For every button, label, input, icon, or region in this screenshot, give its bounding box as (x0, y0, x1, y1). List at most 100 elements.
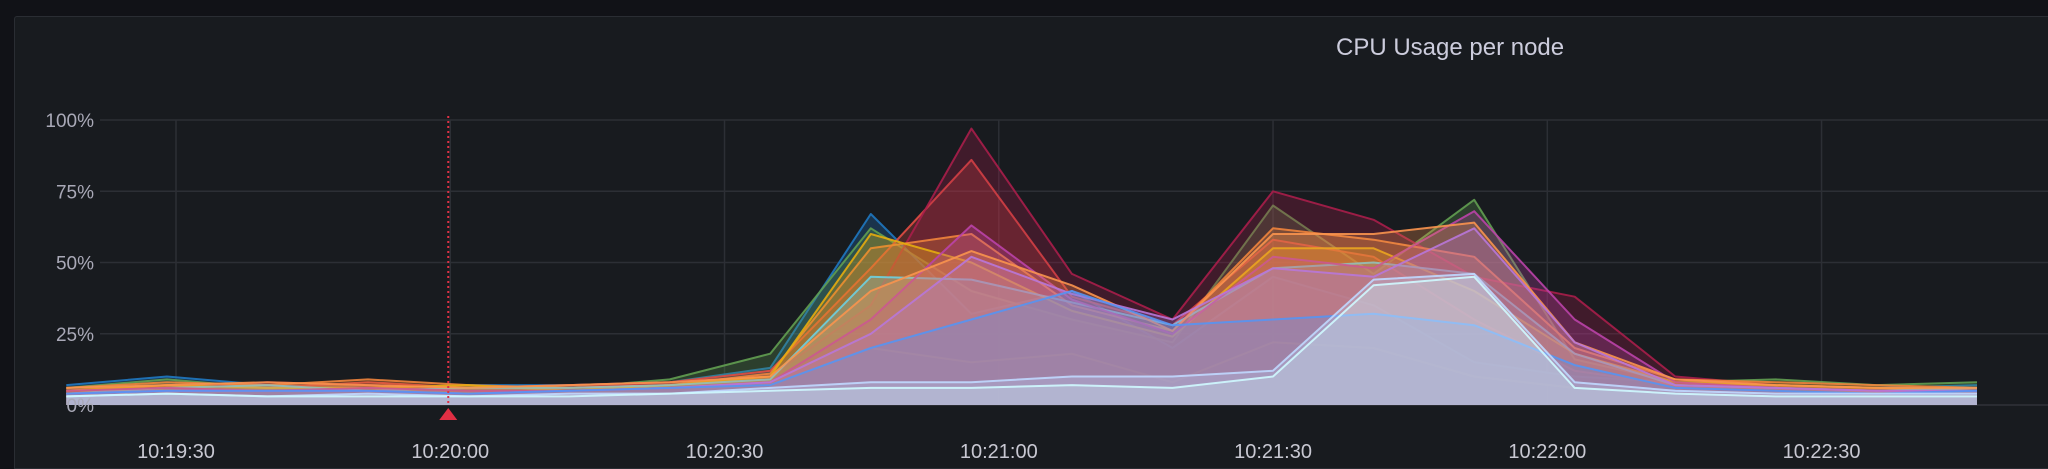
data-point[interactable] (1371, 232, 1376, 237)
data-point[interactable] (1371, 217, 1376, 222)
data-point[interactable] (1572, 340, 1577, 345)
data-point[interactable] (1069, 289, 1074, 294)
data-point[interactable] (265, 380, 270, 385)
data-point[interactable] (1572, 317, 1577, 322)
series-line-10[interactable] (66, 221, 1977, 389)
data-point[interactable] (1069, 374, 1074, 379)
data-point[interactable] (1170, 385, 1175, 390)
data-point[interactable] (1271, 266, 1276, 271)
data-point[interactable] (1874, 394, 1879, 399)
data-point[interactable] (1472, 209, 1477, 214)
y-tick-label: 25% (56, 325, 94, 346)
data-point[interactable] (1472, 226, 1477, 231)
data-point[interactable] (969, 126, 974, 131)
series-area-11 (66, 228, 1977, 405)
series-line-12[interactable] (66, 290, 1978, 395)
x-tick-label: 10:20:30 (686, 441, 764, 463)
data-point[interactable] (265, 388, 270, 393)
data-point[interactable] (164, 391, 169, 396)
data-point[interactable] (868, 212, 873, 217)
data-point[interactable] (366, 383, 371, 388)
y-tick-label: 50% (56, 254, 94, 275)
data-point[interactable] (1170, 323, 1175, 328)
data-point[interactable] (1572, 363, 1577, 368)
y-tick-label: 0% (67, 396, 95, 417)
data-point[interactable] (1572, 385, 1577, 390)
data-point[interactable] (868, 289, 873, 294)
data-point[interactable] (1371, 283, 1376, 288)
data-point[interactable] (1472, 220, 1477, 225)
data-point[interactable] (64, 385, 69, 390)
annotation-marker-icon[interactable] (439, 408, 458, 420)
x-tick-label: 10:19:30 (137, 441, 215, 463)
series-line-14[interactable] (66, 275, 1977, 398)
data-point[interactable] (768, 388, 773, 393)
series-line-4[interactable] (66, 158, 1978, 392)
y-tick-label: 100% (45, 111, 94, 132)
data-point[interactable] (969, 249, 974, 254)
series-area-7 (66, 234, 1977, 405)
data-point[interactable] (1975, 380, 1980, 385)
y-tick-label: 75% (56, 182, 94, 203)
data-point[interactable] (868, 331, 873, 336)
data-point[interactable] (1371, 277, 1376, 282)
data-point[interactable] (567, 383, 572, 388)
data-point[interactable] (1069, 283, 1074, 288)
data-point[interactable] (466, 394, 471, 399)
data-point[interactable] (969, 380, 974, 385)
data-point[interactable] (366, 394, 371, 399)
data-point[interactable] (667, 391, 672, 396)
data-point[interactable] (1271, 232, 1276, 237)
data-point[interactable] (1170, 317, 1175, 322)
data-point[interactable] (667, 385, 672, 390)
data-point[interactable] (868, 385, 873, 390)
data-point[interactable] (1773, 394, 1778, 399)
series-area-9 (66, 211, 1977, 405)
data-point[interactable] (667, 380, 672, 385)
data-point[interactable] (969, 254, 974, 259)
data-point[interactable] (768, 351, 773, 356)
data-point[interactable] (1472, 274, 1477, 279)
series-line-13[interactable] (66, 272, 1977, 398)
data-point[interactable] (1673, 377, 1678, 382)
data-point[interactable] (868, 346, 873, 351)
data-point[interactable] (868, 226, 873, 231)
data-point[interactable] (366, 377, 371, 382)
series-area-8 (66, 262, 1977, 405)
data-point[interactable] (1673, 391, 1678, 396)
x-tick-label: 10:22:00 (1508, 441, 1586, 463)
data-point[interactable] (265, 394, 270, 399)
data-point[interactable] (868, 232, 873, 237)
data-point[interactable] (1271, 189, 1276, 194)
chart-title: CPU Usage per node (1336, 34, 1565, 61)
data-point[interactable] (164, 383, 169, 388)
data-point[interactable] (1271, 226, 1276, 231)
series-area-6 (66, 228, 1977, 405)
data-point[interactable] (1472, 197, 1477, 202)
data-point[interactable] (1069, 271, 1074, 276)
data-point[interactable] (1572, 294, 1577, 299)
x-tick-label: 10:21:00 (960, 441, 1038, 463)
data-point[interactable] (768, 374, 773, 379)
data-point[interactable] (868, 274, 873, 279)
data-point[interactable] (1069, 383, 1074, 388)
series-area-14 (66, 276, 1977, 405)
data-point[interactable] (1572, 380, 1577, 385)
data-point[interactable] (466, 385, 471, 390)
data-point[interactable] (969, 385, 974, 390)
data-point[interactable] (969, 317, 974, 322)
series-line-9[interactable] (66, 210, 1977, 392)
data-point[interactable] (1975, 394, 1980, 399)
x-tick-label: 10:20:00 (411, 441, 489, 463)
series-area-1 (66, 342, 1977, 405)
data-point[interactable] (969, 223, 974, 228)
data-point[interactable] (868, 380, 873, 385)
data-point[interactable] (1271, 368, 1276, 373)
x-tick-label: 10:22:30 (1783, 441, 1861, 463)
data-point[interactable] (1170, 374, 1175, 379)
series-area-10 (66, 222, 1977, 405)
data-point[interactable] (1271, 317, 1276, 322)
data-point[interactable] (567, 394, 572, 399)
data-point[interactable] (1271, 374, 1276, 379)
